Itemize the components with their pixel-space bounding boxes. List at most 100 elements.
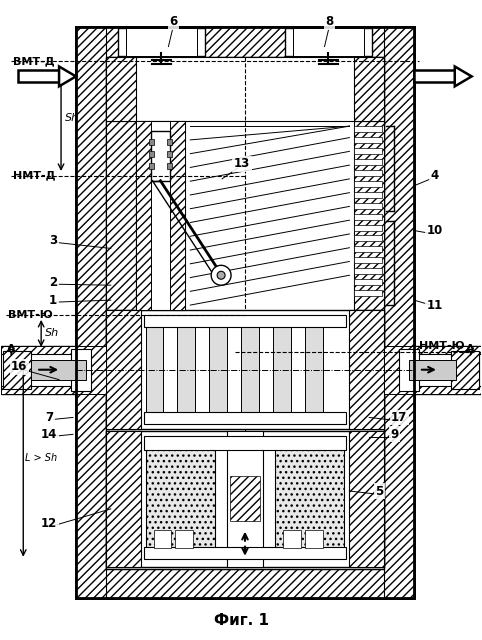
Bar	[293, 28, 364, 56]
Bar	[273, 324, 291, 415]
Bar	[384, 27, 414, 598]
Bar	[126, 28, 197, 56]
Bar	[354, 170, 382, 176]
Text: L > Sh: L > Sh	[25, 453, 57, 463]
Bar	[414, 346, 481, 354]
Bar	[354, 159, 382, 165]
Bar	[153, 530, 172, 548]
Text: 9: 9	[390, 428, 398, 441]
Bar	[414, 346, 481, 394]
Bar	[451, 351, 479, 388]
Text: 2: 2	[49, 276, 57, 289]
Bar	[384, 346, 414, 394]
Bar	[76, 27, 414, 598]
Bar	[399, 349, 419, 390]
Bar	[349, 431, 384, 566]
Bar	[354, 121, 384, 310]
Bar	[349, 310, 384, 429]
Bar	[167, 139, 173, 145]
Bar	[354, 257, 382, 263]
Bar	[354, 56, 384, 121]
Bar	[144, 315, 347, 327]
Text: ВМТ-Д: ВМТ-Д	[13, 56, 55, 67]
Bar	[283, 530, 301, 548]
Bar	[177, 324, 195, 415]
Text: 7: 7	[45, 411, 53, 424]
Bar	[106, 431, 141, 566]
Bar	[146, 446, 215, 552]
Bar	[354, 192, 382, 198]
Bar	[354, 203, 382, 209]
Text: 10: 10	[427, 224, 443, 237]
Text: А: А	[467, 344, 475, 354]
Bar	[3, 351, 31, 388]
Text: НМТ-Ю: НМТ-Ю	[419, 341, 465, 351]
Bar	[148, 163, 153, 169]
Bar	[144, 547, 347, 559]
Bar	[150, 131, 171, 181]
Bar	[414, 386, 481, 394]
Bar	[167, 151, 173, 157]
Bar	[31, 360, 86, 380]
Text: 16: 16	[11, 360, 27, 373]
Bar	[241, 324, 259, 415]
Text: Sh: Sh	[65, 113, 79, 123]
Bar	[227, 431, 263, 566]
Bar	[148, 139, 153, 145]
Bar	[106, 310, 384, 429]
Bar	[354, 181, 382, 187]
Bar	[305, 530, 322, 548]
Text: 11: 11	[427, 299, 443, 312]
Bar	[1, 386, 76, 394]
Bar	[146, 324, 163, 415]
Bar	[76, 27, 414, 598]
Bar	[175, 530, 193, 548]
Bar	[354, 246, 382, 252]
Bar	[76, 27, 414, 56]
Text: 4: 4	[431, 170, 439, 182]
Bar	[118, 28, 205, 56]
Bar	[106, 56, 384, 121]
Bar	[18, 70, 59, 83]
Bar	[135, 121, 185, 310]
Bar	[230, 476, 260, 521]
Bar	[414, 354, 481, 386]
Bar	[354, 126, 382, 132]
Bar	[305, 324, 322, 415]
Bar	[106, 310, 141, 429]
Bar	[1, 346, 76, 394]
Text: 8: 8	[325, 15, 334, 28]
Bar	[409, 360, 456, 380]
Bar	[275, 446, 345, 552]
Bar	[354, 137, 382, 143]
Bar	[171, 121, 185, 310]
Text: Фиг. 1: Фиг. 1	[214, 612, 268, 628]
Bar	[76, 568, 414, 598]
Bar	[354, 268, 382, 275]
Bar	[354, 236, 382, 241]
Bar	[106, 56, 135, 121]
Bar	[76, 27, 106, 598]
Polygon shape	[59, 67, 76, 86]
Text: НМТ-Д: НМТ-Д	[13, 171, 56, 181]
Bar	[209, 324, 227, 415]
Polygon shape	[455, 67, 472, 86]
Bar	[135, 121, 150, 310]
Bar	[414, 70, 455, 83]
Bar	[1, 346, 76, 354]
Bar	[144, 436, 347, 451]
Bar	[106, 121, 135, 310]
Circle shape	[211, 266, 231, 285]
Text: 14: 14	[41, 428, 57, 441]
Bar	[354, 214, 382, 220]
Bar	[1, 354, 76, 386]
Bar	[167, 163, 173, 169]
Bar	[354, 279, 382, 285]
Text: 1: 1	[49, 294, 57, 307]
Text: 6: 6	[169, 15, 177, 28]
Text: 3: 3	[49, 234, 57, 247]
Text: 17: 17	[391, 411, 407, 424]
Bar	[354, 290, 382, 296]
Text: Sh: Sh	[45, 328, 59, 338]
Text: 12: 12	[41, 517, 57, 531]
